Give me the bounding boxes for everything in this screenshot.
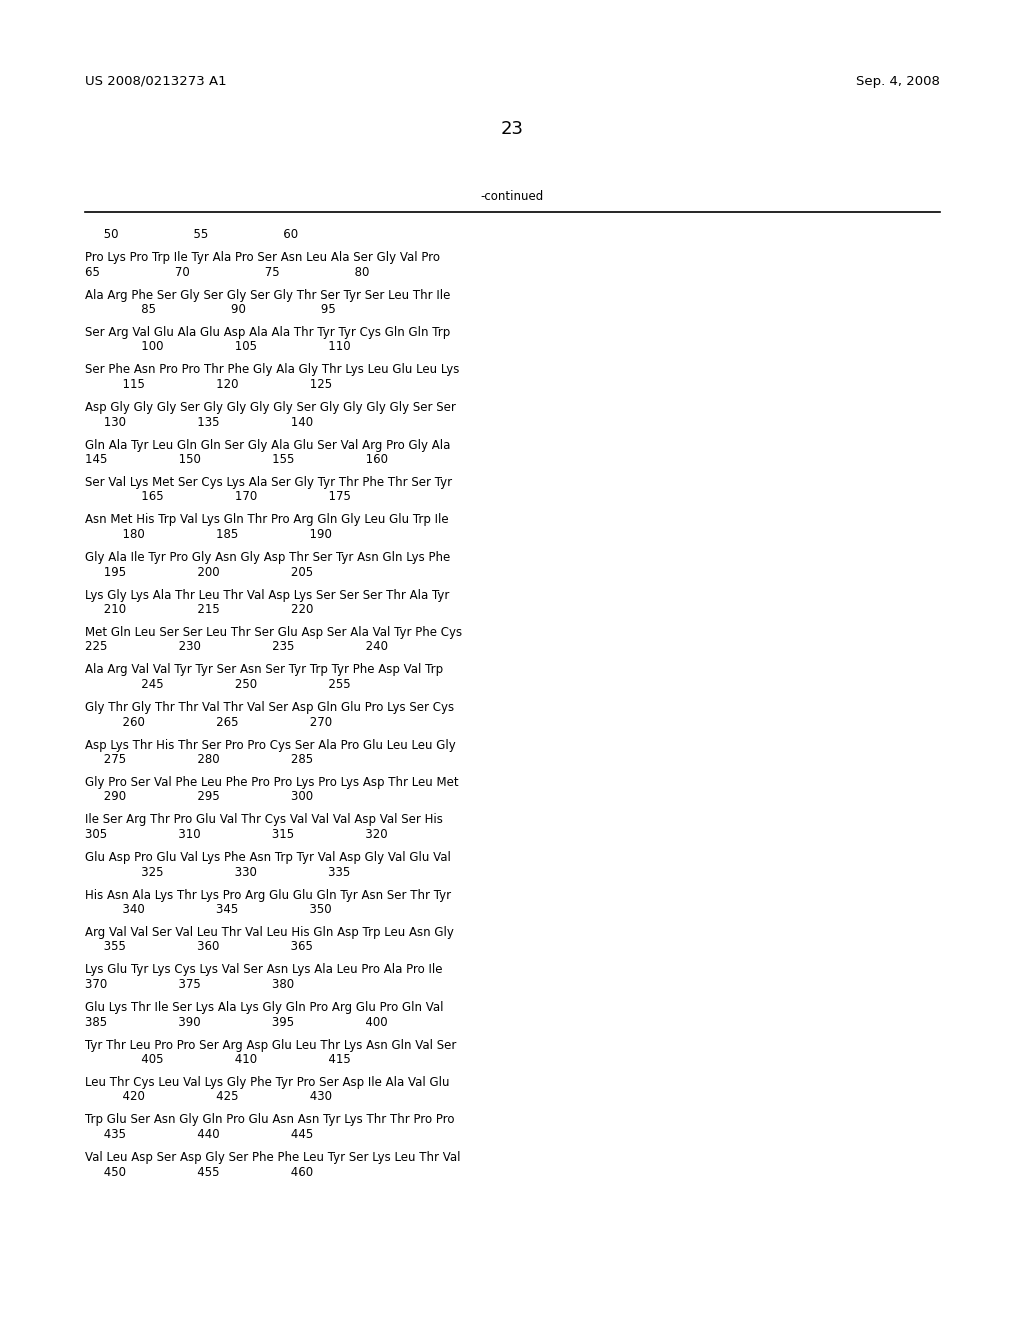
Text: Glu Asp Pro Glu Val Lys Phe Asn Trp Tyr Val Asp Gly Val Glu Val: Glu Asp Pro Glu Val Lys Phe Asn Trp Tyr … xyxy=(85,851,451,865)
Text: 260                   265                   270: 260 265 270 xyxy=(85,715,332,729)
Text: 145                   150                   155                   160: 145 150 155 160 xyxy=(85,453,388,466)
Text: Asn Met His Trp Val Lys Gln Thr Pro Arg Gln Gly Leu Glu Trp Ile: Asn Met His Trp Val Lys Gln Thr Pro Arg … xyxy=(85,513,449,527)
Text: Met Gln Leu Ser Ser Leu Thr Ser Glu Asp Ser Ala Val Tyr Phe Cys: Met Gln Leu Ser Ser Leu Thr Ser Glu Asp … xyxy=(85,626,462,639)
Text: Leu Thr Cys Leu Val Lys Gly Phe Tyr Pro Ser Asp Ile Ala Val Glu: Leu Thr Cys Leu Val Lys Gly Phe Tyr Pro … xyxy=(85,1076,450,1089)
Text: 225                   230                   235                   240: 225 230 235 240 xyxy=(85,640,388,653)
Text: His Asn Ala Lys Thr Lys Pro Arg Glu Glu Gln Tyr Asn Ser Thr Tyr: His Asn Ala Lys Thr Lys Pro Arg Glu Glu … xyxy=(85,888,452,902)
Text: 195                   200                   205: 195 200 205 xyxy=(85,565,313,578)
Text: 85                    90                    95: 85 90 95 xyxy=(85,304,336,315)
Text: 165                   170                   175: 165 170 175 xyxy=(85,491,351,503)
Text: 435                   440                   445: 435 440 445 xyxy=(85,1129,313,1140)
Text: Glu Lys Thr Ile Ser Lys Ala Lys Gly Gln Pro Arg Glu Pro Gln Val: Glu Lys Thr Ile Ser Lys Ala Lys Gly Gln … xyxy=(85,1001,443,1014)
Text: 245                   250                   255: 245 250 255 xyxy=(85,678,350,690)
Text: 340                   345                   350: 340 345 350 xyxy=(85,903,332,916)
Text: 325                   330                   335: 325 330 335 xyxy=(85,866,350,879)
Text: Lys Gly Lys Ala Thr Leu Thr Val Asp Lys Ser Ser Ser Thr Ala Tyr: Lys Gly Lys Ala Thr Leu Thr Val Asp Lys … xyxy=(85,589,450,602)
Text: 115                   120                   125: 115 120 125 xyxy=(85,378,332,391)
Text: Ser Phe Asn Pro Pro Thr Phe Gly Ala Gly Thr Lys Leu Glu Leu Lys: Ser Phe Asn Pro Pro Thr Phe Gly Ala Gly … xyxy=(85,363,460,376)
Text: Ala Arg Phe Ser Gly Ser Gly Ser Gly Thr Ser Tyr Ser Leu Thr Ile: Ala Arg Phe Ser Gly Ser Gly Ser Gly Thr … xyxy=(85,289,451,301)
Text: 100                   105                   110: 100 105 110 xyxy=(85,341,350,354)
Text: 23: 23 xyxy=(501,120,523,139)
Text: Tyr Thr Leu Pro Pro Ser Arg Asp Glu Leu Thr Lys Asn Gln Val Ser: Tyr Thr Leu Pro Pro Ser Arg Asp Glu Leu … xyxy=(85,1039,457,1052)
Text: 210                   215                   220: 210 215 220 xyxy=(85,603,313,616)
Text: Asp Lys Thr His Thr Ser Pro Pro Cys Ser Ala Pro Glu Leu Leu Gly: Asp Lys Thr His Thr Ser Pro Pro Cys Ser … xyxy=(85,738,456,751)
Text: Ala Arg Val Val Tyr Tyr Ser Asn Ser Tyr Trp Tyr Phe Asp Val Trp: Ala Arg Val Val Tyr Tyr Ser Asn Ser Tyr … xyxy=(85,664,443,676)
Text: -continued: -continued xyxy=(480,190,544,203)
Text: 385                   390                   395                   400: 385 390 395 400 xyxy=(85,1015,388,1028)
Text: Pro Lys Pro Trp Ile Tyr Ala Pro Ser Asn Leu Ala Ser Gly Val Pro: Pro Lys Pro Trp Ile Tyr Ala Pro Ser Asn … xyxy=(85,251,440,264)
Text: US 2008/0213273 A1: US 2008/0213273 A1 xyxy=(85,75,226,88)
Text: 305                   310                   315                   320: 305 310 315 320 xyxy=(85,828,388,841)
Text: Gly Pro Ser Val Phe Leu Phe Pro Pro Lys Pro Lys Asp Thr Leu Met: Gly Pro Ser Val Phe Leu Phe Pro Pro Lys … xyxy=(85,776,459,789)
Text: 355                   360                   365: 355 360 365 xyxy=(85,940,313,953)
Text: 370                   375                   380: 370 375 380 xyxy=(85,978,294,991)
Text: Val Leu Asp Ser Asp Gly Ser Phe Phe Leu Tyr Ser Lys Leu Thr Val: Val Leu Asp Ser Asp Gly Ser Phe Phe Leu … xyxy=(85,1151,461,1164)
Text: Lys Glu Tyr Lys Cys Lys Val Ser Asn Lys Ala Leu Pro Ala Pro Ile: Lys Glu Tyr Lys Cys Lys Val Ser Asn Lys … xyxy=(85,964,442,977)
Text: Asp Gly Gly Gly Ser Gly Gly Gly Gly Ser Gly Gly Gly Gly Ser Ser: Asp Gly Gly Gly Ser Gly Gly Gly Gly Ser … xyxy=(85,401,456,414)
Text: 180                   185                   190: 180 185 190 xyxy=(85,528,332,541)
Text: Sep. 4, 2008: Sep. 4, 2008 xyxy=(856,75,940,88)
Text: 290                   295                   300: 290 295 300 xyxy=(85,791,313,804)
Text: 50                    55                    60: 50 55 60 xyxy=(85,228,298,242)
Text: Ile Ser Arg Thr Pro Glu Val Thr Cys Val Val Val Asp Val Ser His: Ile Ser Arg Thr Pro Glu Val Thr Cys Val … xyxy=(85,813,442,826)
Text: 420                   425                   430: 420 425 430 xyxy=(85,1090,332,1104)
Text: 65                    70                    75                    80: 65 70 75 80 xyxy=(85,265,370,279)
Text: Trp Glu Ser Asn Gly Gln Pro Glu Asn Asn Tyr Lys Thr Thr Pro Pro: Trp Glu Ser Asn Gly Gln Pro Glu Asn Asn … xyxy=(85,1114,455,1126)
Text: 405                   410                   415: 405 410 415 xyxy=(85,1053,351,1067)
Text: Gly Ala Ile Tyr Pro Gly Asn Gly Asp Thr Ser Tyr Asn Gln Lys Phe: Gly Ala Ile Tyr Pro Gly Asn Gly Asp Thr … xyxy=(85,550,451,564)
Text: 275                   280                   285: 275 280 285 xyxy=(85,752,313,766)
Text: Ser Arg Val Glu Ala Glu Asp Ala Ala Thr Tyr Tyr Cys Gln Gln Trp: Ser Arg Val Glu Ala Glu Asp Ala Ala Thr … xyxy=(85,326,451,339)
Text: Ser Val Lys Met Ser Cys Lys Ala Ser Gly Tyr Thr Phe Thr Ser Tyr: Ser Val Lys Met Ser Cys Lys Ala Ser Gly … xyxy=(85,477,453,488)
Text: Gly Thr Gly Thr Thr Val Thr Val Ser Asp Gln Glu Pro Lys Ser Cys: Gly Thr Gly Thr Thr Val Thr Val Ser Asp … xyxy=(85,701,454,714)
Text: Arg Val Val Ser Val Leu Thr Val Leu His Gln Asp Trp Leu Asn Gly: Arg Val Val Ser Val Leu Thr Val Leu His … xyxy=(85,927,454,939)
Text: Gln Ala Tyr Leu Gln Gln Ser Gly Ala Glu Ser Val Arg Pro Gly Ala: Gln Ala Tyr Leu Gln Gln Ser Gly Ala Glu … xyxy=(85,438,451,451)
Text: 450                   455                   460: 450 455 460 xyxy=(85,1166,313,1179)
Text: 130                   135                   140: 130 135 140 xyxy=(85,416,313,429)
